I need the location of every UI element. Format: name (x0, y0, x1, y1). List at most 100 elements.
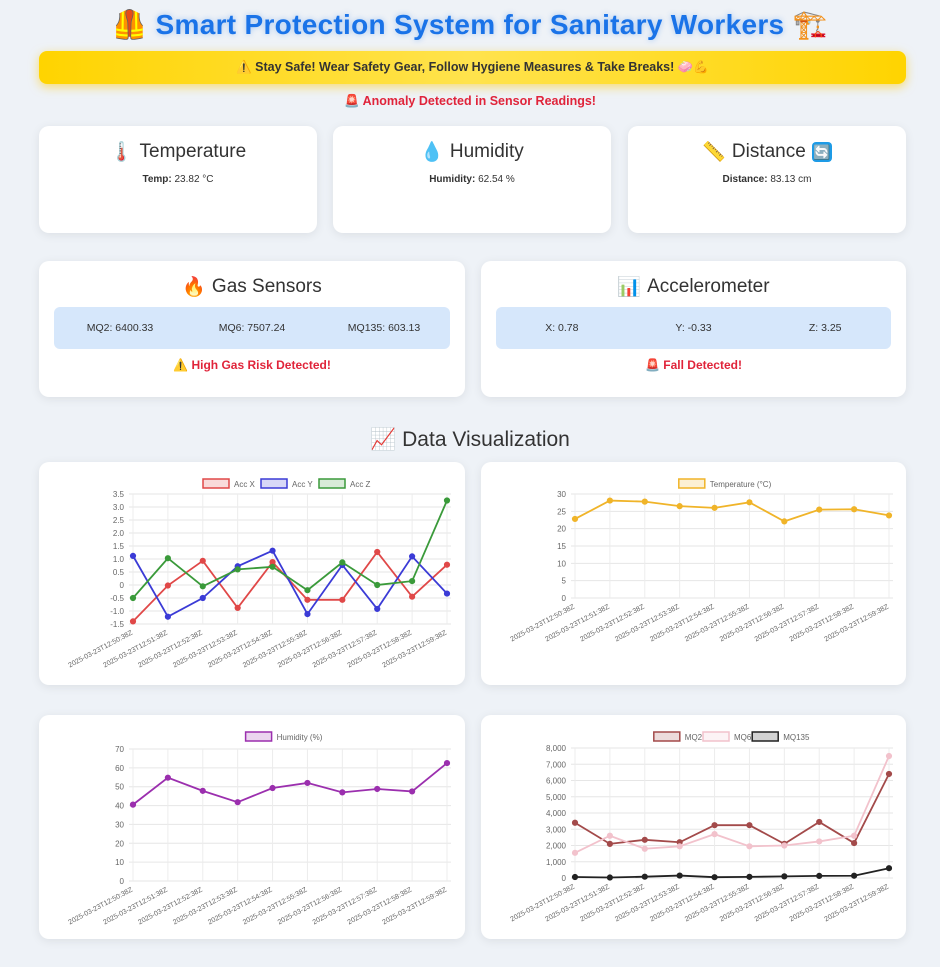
data-point[interactable] (234, 604, 241, 611)
data-point[interactable] (164, 774, 171, 781)
data-point[interactable] (164, 613, 171, 620)
data-point[interactable] (711, 504, 718, 511)
data-point[interactable] (571, 515, 579, 523)
safety-banner: ⚠️ Stay Safe! Wear Safety Gear, Follow H… (39, 51, 906, 84)
legend-item[interactable]: MQ6 (702, 731, 752, 742)
data-point[interactable] (746, 873, 753, 880)
data-point[interactable] (641, 873, 648, 880)
data-point[interactable] (816, 838, 823, 845)
x-tick-label: 2025-03-23T12:58:38Z (347, 629, 414, 669)
legend-item[interactable]: Acc Y (260, 478, 313, 489)
data-point[interactable] (129, 618, 137, 625)
data-point[interactable] (781, 518, 788, 525)
data-point[interactable] (711, 874, 718, 881)
data-point[interactable] (606, 874, 613, 881)
data-point[interactable] (164, 582, 171, 589)
data-point[interactable] (571, 849, 579, 856)
data-point[interactable] (374, 785, 381, 793)
legend-item[interactable]: MQ2 (653, 731, 703, 742)
trend-chart-icon: 📈 (370, 428, 397, 451)
y-tick-label: -1.0 (110, 607, 124, 616)
data-point[interactable] (164, 555, 171, 562)
data-point[interactable] (409, 593, 416, 600)
data-point[interactable] (746, 499, 753, 506)
data-point[interactable] (199, 557, 206, 564)
data-point[interactable] (746, 822, 753, 829)
chart-svg: 3025201510502025-03-23T12:50:38Z2025-03-… (509, 478, 893, 643)
data-point[interactable] (711, 822, 718, 829)
legend-item[interactable]: Temperature (°C) (678, 478, 772, 489)
data-point[interactable] (304, 587, 311, 594)
legend-item[interactable]: Humidity (%) (244, 731, 323, 742)
data-point[interactable] (443, 497, 451, 504)
data-point[interactable] (339, 559, 346, 566)
data-point[interactable] (851, 872, 858, 879)
data-point[interactable] (781, 842, 788, 849)
data-point[interactable] (129, 801, 137, 808)
data-point[interactable] (269, 563, 276, 570)
legend-item[interactable]: Acc Z (318, 478, 371, 489)
data-point[interactable] (641, 498, 648, 505)
y-tick-label: 15 (557, 542, 566, 551)
legend-item[interactable]: Acc X (202, 478, 256, 489)
data-point[interactable] (816, 872, 823, 879)
data-point[interactable] (711, 831, 718, 838)
data-point[interactable] (409, 788, 416, 795)
data-point[interactable] (885, 752, 893, 760)
data-point[interactable] (339, 596, 346, 603)
y-tick-label: 10 (115, 858, 124, 867)
data-point[interactable] (641, 845, 648, 852)
data-point[interactable] (606, 840, 613, 847)
data-point[interactable] (374, 581, 381, 589)
data-point[interactable] (129, 552, 137, 559)
data-point[interactable] (269, 547, 276, 554)
y-tick-label: 60 (115, 764, 124, 773)
temperature-card: 🌡️ Temperature Temp: 23.82 °C (39, 126, 317, 233)
data-point[interactable] (199, 583, 206, 590)
data-point[interactable] (304, 779, 311, 787)
legend-label: Humidity (%) (277, 733, 323, 742)
data-point[interactable] (746, 843, 753, 850)
data-point[interactable] (374, 605, 381, 613)
refresh-icon[interactable]: 🔄 (811, 142, 832, 162)
data-point[interactable] (374, 548, 381, 556)
x-tick-label: 2025-03-23T12:57:38Z (312, 886, 379, 926)
data-point[interactable] (606, 832, 613, 839)
data-point[interactable] (885, 865, 893, 872)
data-point[interactable] (851, 506, 858, 513)
data-point[interactable] (676, 872, 683, 879)
data-point[interactable] (676, 843, 683, 850)
data-point[interactable] (234, 799, 241, 806)
data-point[interactable] (851, 839, 858, 847)
data-point[interactable] (816, 818, 823, 826)
y-tick-label: 1,000 (546, 858, 567, 867)
data-point[interactable] (606, 497, 613, 504)
data-point[interactable] (443, 590, 451, 597)
data-point[interactable] (676, 503, 683, 510)
legend-item[interactable]: MQ135 (751, 731, 810, 742)
legend-label: Acc X (234, 480, 256, 489)
data-point[interactable] (129, 594, 137, 602)
data-point[interactable] (339, 789, 346, 796)
data-point[interactable] (199, 787, 206, 794)
data-point[interactable] (304, 611, 311, 618)
data-point[interactable] (199, 594, 206, 602)
data-point[interactable] (409, 578, 416, 585)
data-point[interactable] (781, 873, 788, 880)
data-point[interactable] (885, 512, 893, 519)
data-point[interactable] (571, 873, 579, 881)
data-point[interactable] (885, 770, 893, 778)
data-point[interactable] (851, 832, 858, 839)
x-tick-label: 2025-03-23T12:53:38Z (614, 603, 681, 643)
chart-svg: 7060504030201002025-03-23T12:50:38Z2025-… (67, 731, 451, 926)
data-point[interactable] (443, 759, 451, 767)
data-point[interactable] (269, 784, 276, 792)
data-point[interactable] (234, 566, 241, 573)
data-point[interactable] (304, 596, 311, 603)
data-point[interactable] (409, 553, 416, 560)
data-point[interactable] (641, 836, 648, 843)
y-tick-label: 20 (115, 839, 124, 848)
data-point[interactable] (443, 561, 451, 568)
data-point[interactable] (816, 506, 823, 513)
data-point[interactable] (571, 819, 579, 826)
